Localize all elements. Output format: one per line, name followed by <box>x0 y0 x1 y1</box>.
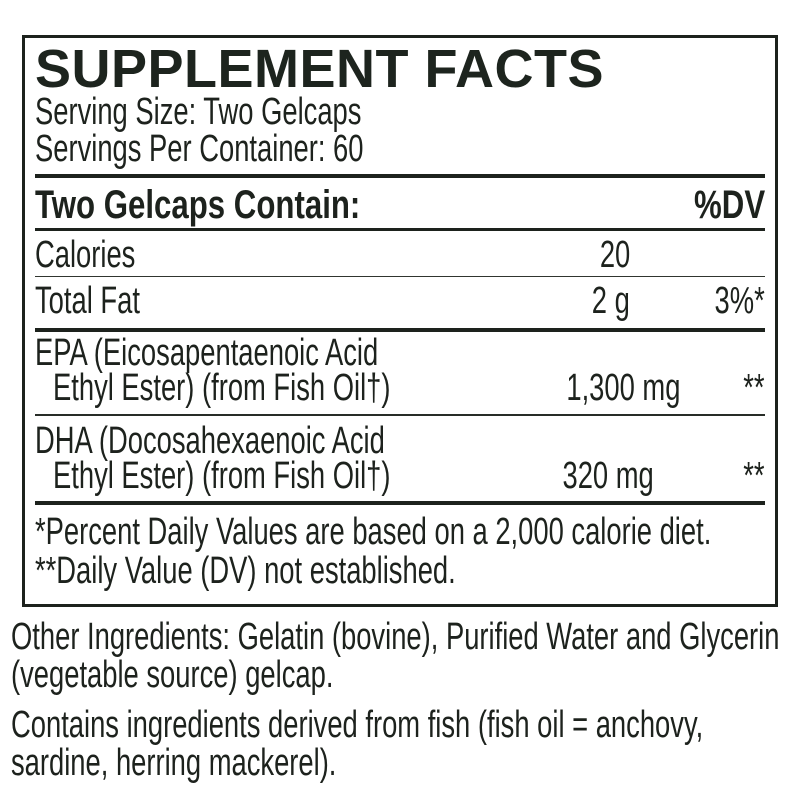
dha-name-cell: DHA (Docosahexaenoic Acid Ethyl Ester) (… <box>35 420 522 497</box>
table-row-total-fat: Total Fat 2 g 3%* <box>35 277 765 332</box>
panel-title: SUPPLEMENT FACTS <box>35 39 605 99</box>
dha-dv-text: ** <box>743 455 765 497</box>
contains-statement-line2: sardine, herring mackerel). <box>11 742 337 784</box>
table-header-row: Two Gelcaps Contain: %DV <box>35 178 765 231</box>
total-fat-amount-cell: 2 g <box>470 280 630 322</box>
serving-size-line: Serving Size: Two Gelcaps <box>35 91 765 133</box>
calories-name-cell: Calories <box>35 234 470 276</box>
total-fat-dv-cell: 3%* <box>630 280 765 322</box>
calories-name-text: Calories <box>35 234 136 276</box>
other-ingredients-paragraph: Other Ingredients: Gelatin (bovine), Pur… <box>11 618 795 694</box>
total-fat-amount-text: 2 g <box>591 280 630 322</box>
contain-header-cell: Two Gelcaps Contain: <box>35 185 630 225</box>
contains-statement-line1: Contains ingredients derived from fish (… <box>11 704 704 746</box>
table-row-calories: Calories 20 <box>35 231 765 277</box>
servings-per-container-text: Servings Per Container: 60 <box>35 128 364 170</box>
dha-name-line1: DHA (Docosahexaenoic Acid <box>35 420 385 462</box>
other-ingredients-line1: Other Ingredients: Gelatin (bovine), Pur… <box>11 616 780 658</box>
footnote-percent-dv-text: *Percent Daily Values are based on a 2,0… <box>35 511 712 553</box>
footnote-percent-dv: *Percent Daily Values are based on a 2,0… <box>35 513 765 552</box>
serving-size-text: Serving Size: Two Gelcaps <box>35 91 362 133</box>
dha-amount-text: 320 mg <box>562 455 654 497</box>
epa-name-cell: EPA (Eicosapentaenoic Acid Ethyl Ester) … <box>35 332 522 409</box>
dha-dv-cell: ** <box>654 455 765 497</box>
contain-header-text: Two Gelcaps Contain: <box>35 183 361 227</box>
calories-amount-text: 20 <box>599 234 630 276</box>
other-ingredients-line2: (vegetable source) gelcap. <box>11 654 334 696</box>
dv-header-text: %DV <box>693 183 765 227</box>
footnotes-section: *Percent Daily Values are based on a 2,0… <box>35 505 765 591</box>
supplement-facts-panel: SUPPLEMENT FACTS Serving Size: Two Gelca… <box>22 35 778 607</box>
servings-per-container-line: Servings Per Container: 60 <box>35 128 765 170</box>
total-fat-dv-text: 3%* <box>714 280 765 322</box>
epa-name-line1: EPA (Eicosapentaenoic Acid <box>35 332 379 374</box>
epa-dv-text: ** <box>743 367 765 409</box>
dv-header-cell: %DV <box>630 185 765 225</box>
footnote-dv-not-established: **Daily Value (DV) not established. <box>35 552 765 591</box>
serving-info-section: Serving Size: Two Gelcaps Servings Per C… <box>35 91 765 178</box>
calories-amount-cell: 20 <box>470 234 630 276</box>
calories-dv-cell <box>630 237 765 273</box>
dha-name-line2: Ethyl Ester) (from Fish Oil†) <box>53 455 391 497</box>
contains-statement-paragraph: Contains ingredients derived from fish (… <box>11 706 795 782</box>
epa-amount-text: 1,300 mg <box>566 367 681 409</box>
total-fat-name-cell: Total Fat <box>35 280 470 322</box>
dha-amount-cell: 320 mg <box>522 455 654 497</box>
total-fat-name-text: Total Fat <box>35 280 140 322</box>
table-row-epa: EPA (Eicosapentaenoic Acid Ethyl Ester) … <box>35 332 765 416</box>
footnote-dv-not-established-text: **Daily Value (DV) not established. <box>35 550 456 592</box>
table-row-dha: DHA (Docosahexaenoic Acid Ethyl Ester) (… <box>35 416 765 505</box>
epa-name-line2: Ethyl Ester) (from Fish Oil†) <box>53 367 391 409</box>
epa-amount-cell: 1,300 mg <box>522 367 681 409</box>
epa-dv-cell: ** <box>680 367 765 409</box>
